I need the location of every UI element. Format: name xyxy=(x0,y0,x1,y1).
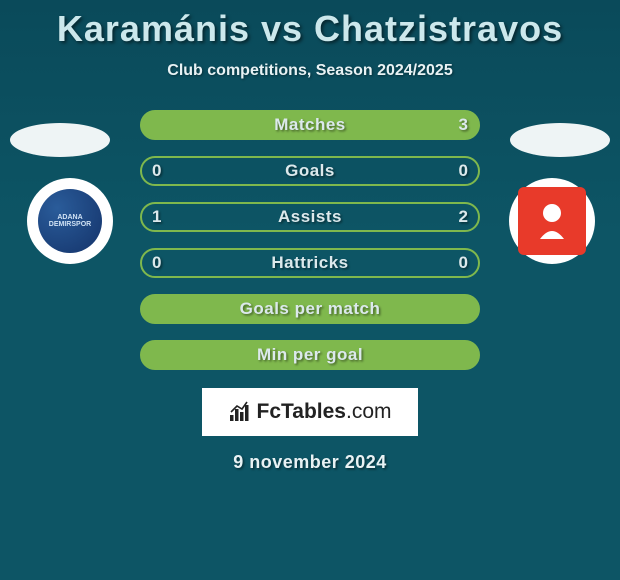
stat-row-hattricks: 0 Hattricks 0 xyxy=(140,248,480,278)
club-badge-right xyxy=(509,178,595,264)
stat-label: Goals xyxy=(285,161,335,181)
stat-label: Min per goal xyxy=(257,345,363,365)
subtitle: Club competitions, Season 2024/2025 xyxy=(0,62,620,80)
branding-text: FcTables.com xyxy=(257,400,392,424)
stat-label: Assists xyxy=(278,207,342,227)
stat-row-min-per-goal: Min per goal xyxy=(140,340,480,370)
club-badge-left: ADANADEMIRSPOR xyxy=(27,178,113,264)
stat-label: Hattricks xyxy=(271,253,348,273)
stat-row-goals-per-match: Goals per match xyxy=(140,294,480,324)
stat-right-value: 0 xyxy=(459,161,468,181)
stat-left-value: 0 xyxy=(152,161,161,181)
date-label: 9 november 2024 xyxy=(0,452,620,473)
player-left-ellipse xyxy=(10,123,110,157)
stat-right-value: 0 xyxy=(459,253,468,273)
stat-label: Goals per match xyxy=(240,299,381,319)
branding-box: FcTables.com xyxy=(202,388,418,436)
stat-right-value: 2 xyxy=(459,207,468,227)
branding-suffix: .com xyxy=(346,400,392,423)
stat-row-matches: Matches 3 xyxy=(140,110,480,140)
club-badge-right-inner xyxy=(518,187,586,255)
player-right-ellipse xyxy=(510,123,610,157)
stat-left-value: 0 xyxy=(152,253,161,273)
stat-left-value: 1 xyxy=(152,207,161,227)
stat-row-assists: 1 Assists 2 xyxy=(140,202,480,232)
page-title: Karamánis vs Chatzistravos xyxy=(0,0,620,50)
club-badge-left-inner: ADANADEMIRSPOR xyxy=(38,189,102,253)
branding-name: FcTables xyxy=(257,400,346,423)
stat-right-value: 3 xyxy=(459,115,468,135)
chart-bars-icon xyxy=(229,401,255,423)
stat-label: Matches xyxy=(274,115,346,135)
stat-row-goals: 0 Goals 0 xyxy=(140,156,480,186)
